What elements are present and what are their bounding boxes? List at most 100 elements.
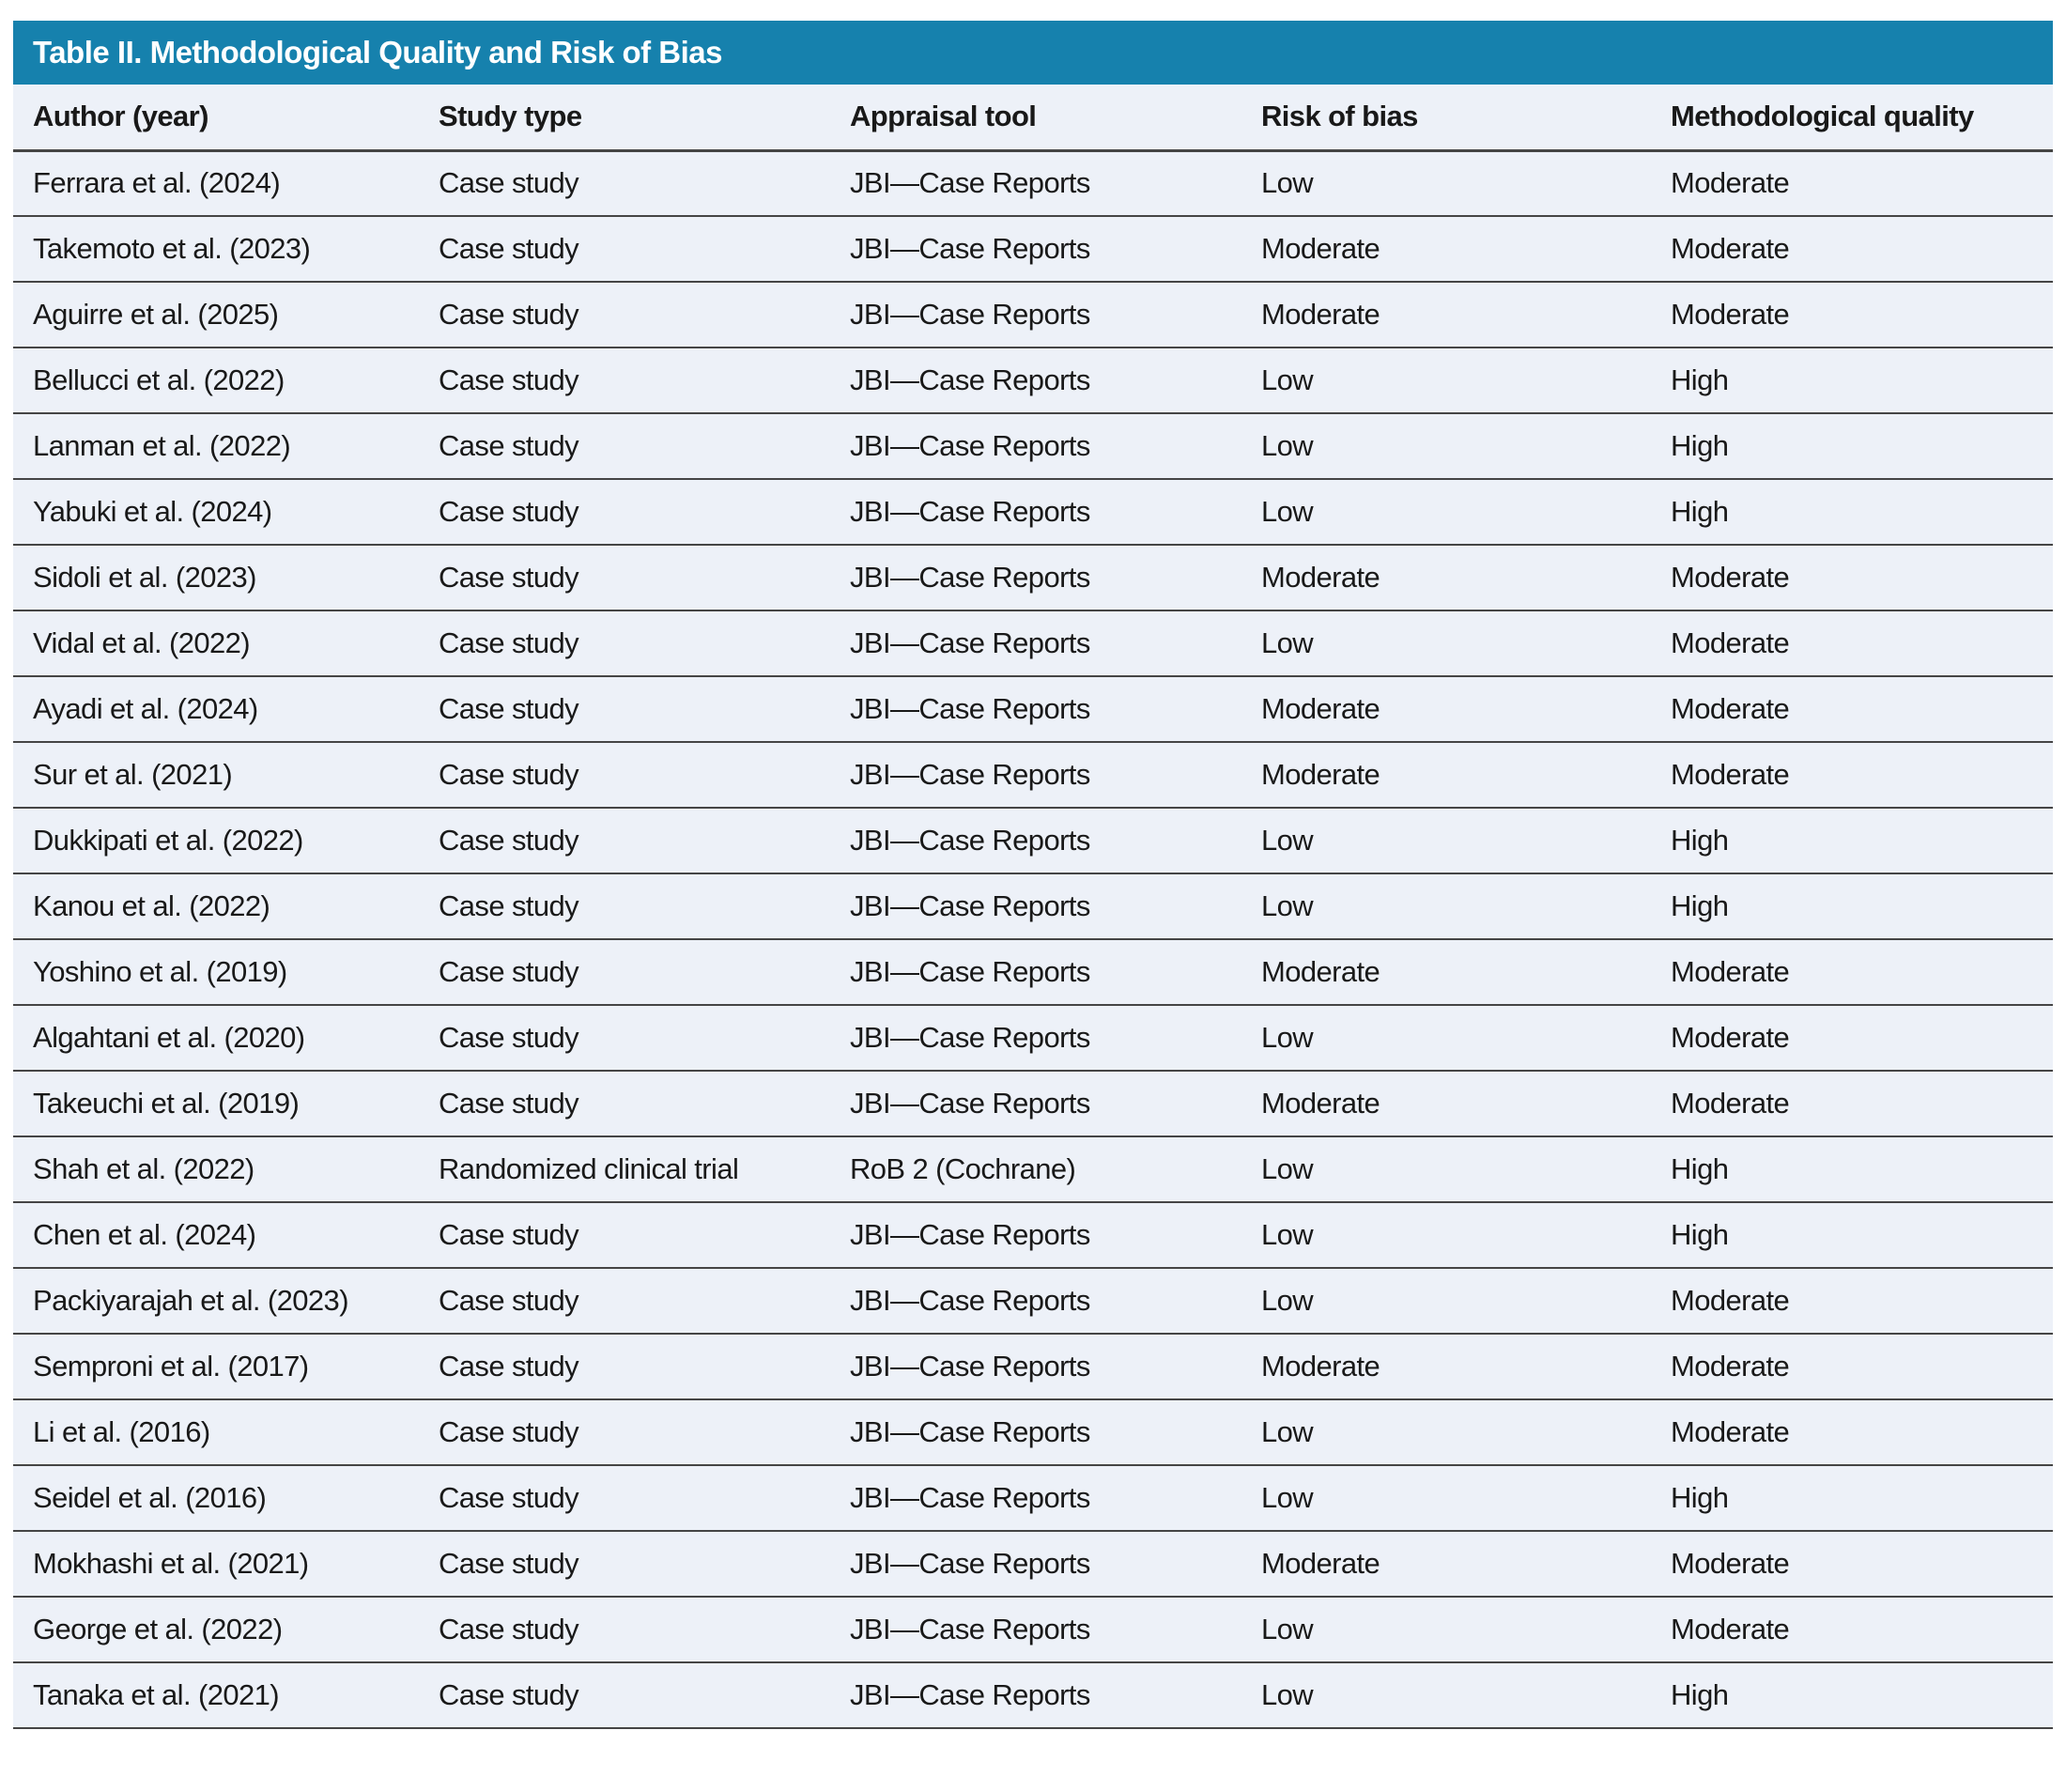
cell-methodological-quality: High: [1651, 1662, 2053, 1729]
cell-methodological-quality: Moderate: [1651, 1005, 2053, 1072]
cell-author: Lanman et al. (2022): [13, 413, 419, 480]
table-row: Li et al. (2016) Case study JBI—Case Repor…: [13, 1399, 2053, 1466]
cell-methodological-quality: Moderate: [1651, 610, 2053, 677]
cell-author: Yabuki et al. (2024): [13, 479, 419, 546]
cell-appraisal-tool: JBI—Case Reports: [830, 676, 1241, 743]
cell-risk-of-bias: Moderate: [1241, 939, 1651, 1006]
cell-author: Chen et al. (2024): [13, 1202, 419, 1269]
cell-appraisal-tool: JBI—Case Reports: [830, 545, 1241, 611]
cell-author: Takeuchi et al. (2019): [13, 1071, 419, 1137]
cell-author: Aguirre et al. (2025): [13, 282, 419, 348]
cell-appraisal-tool: JBI—Case Reports: [830, 1465, 1241, 1532]
cell-risk-of-bias: Moderate: [1241, 282, 1651, 348]
cell-risk-of-bias: Moderate: [1241, 1334, 1651, 1400]
cell-author: George et al. (2022): [13, 1597, 419, 1663]
cell-methodological-quality: High: [1651, 413, 2053, 480]
cell-methodological-quality: Moderate: [1651, 742, 2053, 809]
cell-risk-of-bias: Low: [1241, 413, 1651, 480]
cell-study-type: Case study: [419, 413, 830, 480]
cell-author: Dukkipati et al. (2022): [13, 808, 419, 874]
cell-study-type: Case study: [419, 545, 830, 611]
cell-risk-of-bias: Low: [1241, 1399, 1651, 1466]
cell-methodological-quality: High: [1651, 1202, 2053, 1269]
cell-appraisal-tool: JBI—Case Reports: [830, 1597, 1241, 1663]
cell-risk-of-bias: Low: [1241, 479, 1651, 546]
table-row: Ferrara et al. (2024) Case study JBI—Case …: [13, 150, 2053, 217]
cell-study-type: Case study: [419, 808, 830, 874]
cell-appraisal-tool: RoB 2 (Cochrane): [830, 1136, 1241, 1203]
cell-study-type: Case study: [419, 1202, 830, 1269]
table-row: Lanman et al. (2022) Case study JBI—Case R…: [13, 413, 2053, 480]
cell-methodological-quality: High: [1651, 808, 2053, 874]
cell-risk-of-bias: Low: [1241, 1465, 1651, 1532]
cell-author: Ayadi et al. (2024): [13, 676, 419, 743]
cell-appraisal-tool: JBI—Case Reports: [830, 348, 1241, 414]
cell-appraisal-tool: JBI—Case Reports: [830, 150, 1241, 217]
table-row: Yoshino et al. (2019) Case study JBI—Case …: [13, 939, 2053, 1006]
cell-study-type: Case study: [419, 676, 830, 743]
cell-author: Algahtani et al. (2020): [13, 1005, 419, 1072]
table-row: Takeuchi et al. (2019) Case study JBI—Case…: [13, 1071, 2053, 1137]
table-row: Semproni et al. (2017) Case study JBI—Case…: [13, 1334, 2053, 1400]
cell-methodological-quality: High: [1651, 348, 2053, 414]
cell-study-type: Case study: [419, 1071, 830, 1137]
cell-author: Sidoli et al. (2023): [13, 545, 419, 611]
cell-methodological-quality: Moderate: [1651, 150, 2053, 217]
cell-appraisal-tool: JBI—Case Reports: [830, 1531, 1241, 1598]
cell-methodological-quality: Moderate: [1651, 1597, 2053, 1663]
table-row: Sur et al. (2021) Case study JBI—Case Repo…: [13, 742, 2053, 809]
cell-risk-of-bias: Moderate: [1241, 1071, 1651, 1137]
header-row: Author (year) Study type Appraisal tool …: [13, 85, 2053, 152]
cell-appraisal-tool: JBI—Case Reports: [830, 1202, 1241, 1269]
cell-author: Yoshino et al. (2019): [13, 939, 419, 1006]
table-row: Bellucci et al. (2022) Case study JBI—Case…: [13, 348, 2053, 414]
cell-appraisal-tool: JBI—Case Reports: [830, 610, 1241, 677]
table-title: Table II. Methodological Quality and Ris…: [33, 35, 723, 70]
cell-appraisal-tool: JBI—Case Reports: [830, 1268, 1241, 1335]
cell-study-type: Case study: [419, 1465, 830, 1532]
cell-study-type: Case study: [419, 873, 830, 940]
cell-appraisal-tool: JBI—Case Reports: [830, 742, 1241, 809]
table-row: Mokhashi et al. (2021) Case study JBI—Case…: [13, 1531, 2053, 1598]
cell-study-type: Case study: [419, 742, 830, 809]
cell-risk-of-bias: Low: [1241, 348, 1651, 414]
cell-methodological-quality: Moderate: [1651, 1334, 2053, 1400]
cell-risk-of-bias: Moderate: [1241, 742, 1651, 809]
cell-risk-of-bias: Low: [1241, 610, 1651, 677]
cell-appraisal-tool: JBI—Case Reports: [830, 1071, 1241, 1137]
column-header-author: Author (year): [13, 85, 419, 152]
table-row: Shah et al. (2022) Randomized clinical tr…: [13, 1136, 2053, 1203]
cell-study-type: Case study: [419, 939, 830, 1006]
table-row: Tanaka et al. (2021) Case study JBI—Case R…: [13, 1662, 2053, 1729]
cell-study-type: Randomized clinical trial: [419, 1136, 830, 1203]
cell-risk-of-bias: Low: [1241, 1662, 1651, 1729]
cell-methodological-quality: High: [1651, 1136, 2053, 1203]
table-row: George et al. (2022) Case study JBI—Case R…: [13, 1597, 2053, 1663]
cell-methodological-quality: High: [1651, 873, 2053, 940]
table-row: Takemoto et al. (2023) Case study JBI—Case…: [13, 216, 2053, 283]
cell-appraisal-tool: JBI—Case Reports: [830, 1399, 1241, 1466]
cell-methodological-quality: Moderate: [1651, 1399, 2053, 1466]
cell-author: Ferrara et al. (2024): [13, 150, 419, 217]
cell-study-type: Case study: [419, 1662, 830, 1729]
table-row: Sidoli et al. (2023) Case study JBI—Case R…: [13, 545, 2053, 611]
cell-author: Takemoto et al. (2023): [13, 216, 419, 283]
cell-risk-of-bias: Low: [1241, 150, 1651, 217]
cell-author: Packiyarajah et al. (2023): [13, 1268, 419, 1335]
cell-study-type: Case study: [419, 1399, 830, 1466]
cell-author: Shah et al. (2022): [13, 1136, 419, 1203]
table-body: Ferrara et al. (2024) Case study JBI—Case …: [13, 150, 2053, 1729]
cell-risk-of-bias: Low: [1241, 1005, 1651, 1072]
cell-risk-of-bias: Moderate: [1241, 1531, 1651, 1598]
cell-appraisal-tool: JBI—Case Reports: [830, 216, 1241, 283]
table-row: Yabuki et al. (2024) Case study JBI—Case R…: [13, 479, 2053, 546]
cell-risk-of-bias: Low: [1241, 873, 1651, 940]
column-header-methodological-quality: Methodological quality: [1651, 85, 2053, 152]
table-row: Algahtani et al. (2020) Case study JBI—Cas…: [13, 1005, 2053, 1072]
table-header: Author (year) Study type Appraisal tool …: [13, 85, 2053, 152]
cell-study-type: Case study: [419, 216, 830, 283]
cell-appraisal-tool: JBI—Case Reports: [830, 1662, 1241, 1729]
table-row: Dukkipati et al. (2022) Case study JBI—Cas…: [13, 808, 2053, 874]
cell-risk-of-bias: Low: [1241, 1597, 1651, 1663]
